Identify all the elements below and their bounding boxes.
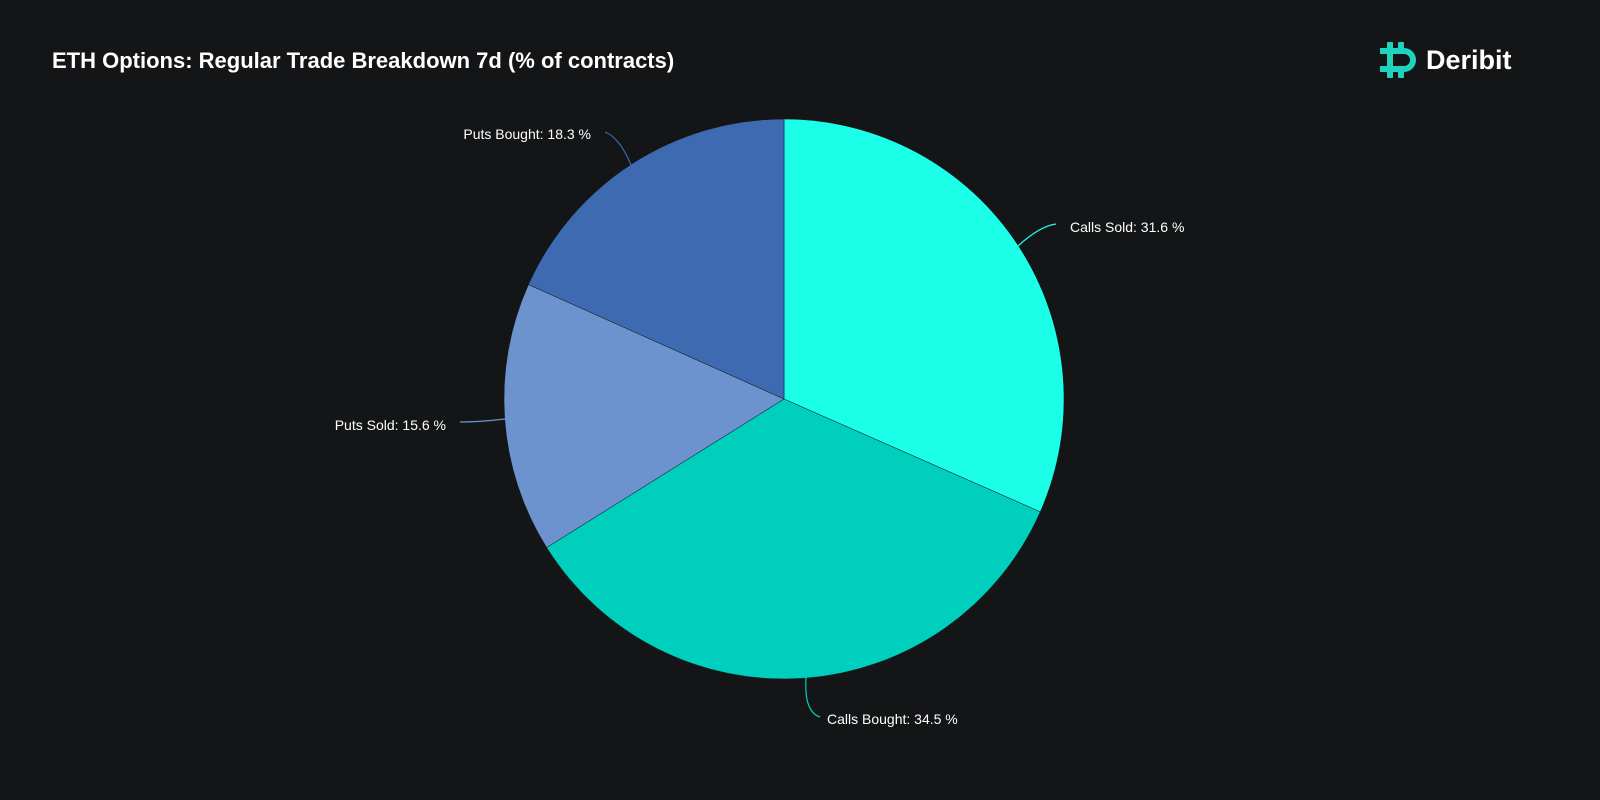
deribit-logo: Deribit [1380, 40, 1512, 80]
leader-line [459, 418, 506, 423]
chart-title: ETH Options: Regular Trade Breakdown 7d … [52, 48, 675, 73]
pie-slice-calls-bought [546, 398, 1041, 680]
leader-line [1017, 223, 1057, 247]
brand-name: Deribit [1426, 44, 1512, 75]
pie-slice-puts-sold [503, 284, 785, 548]
deribit-logo-icon [1380, 42, 1416, 78]
leader-line [604, 131, 632, 166]
data-label: Calls Sold: 31.6 % [1070, 219, 1184, 235]
leader-line [805, 677, 821, 718]
data-label: Calls Bought: 34.5 % [827, 711, 958, 727]
data-label: Puts Sold: 15.6 % [335, 417, 446, 433]
pie-slice-puts-bought [528, 118, 785, 400]
data-label: Puts Bought: 18.3 % [463, 126, 591, 142]
